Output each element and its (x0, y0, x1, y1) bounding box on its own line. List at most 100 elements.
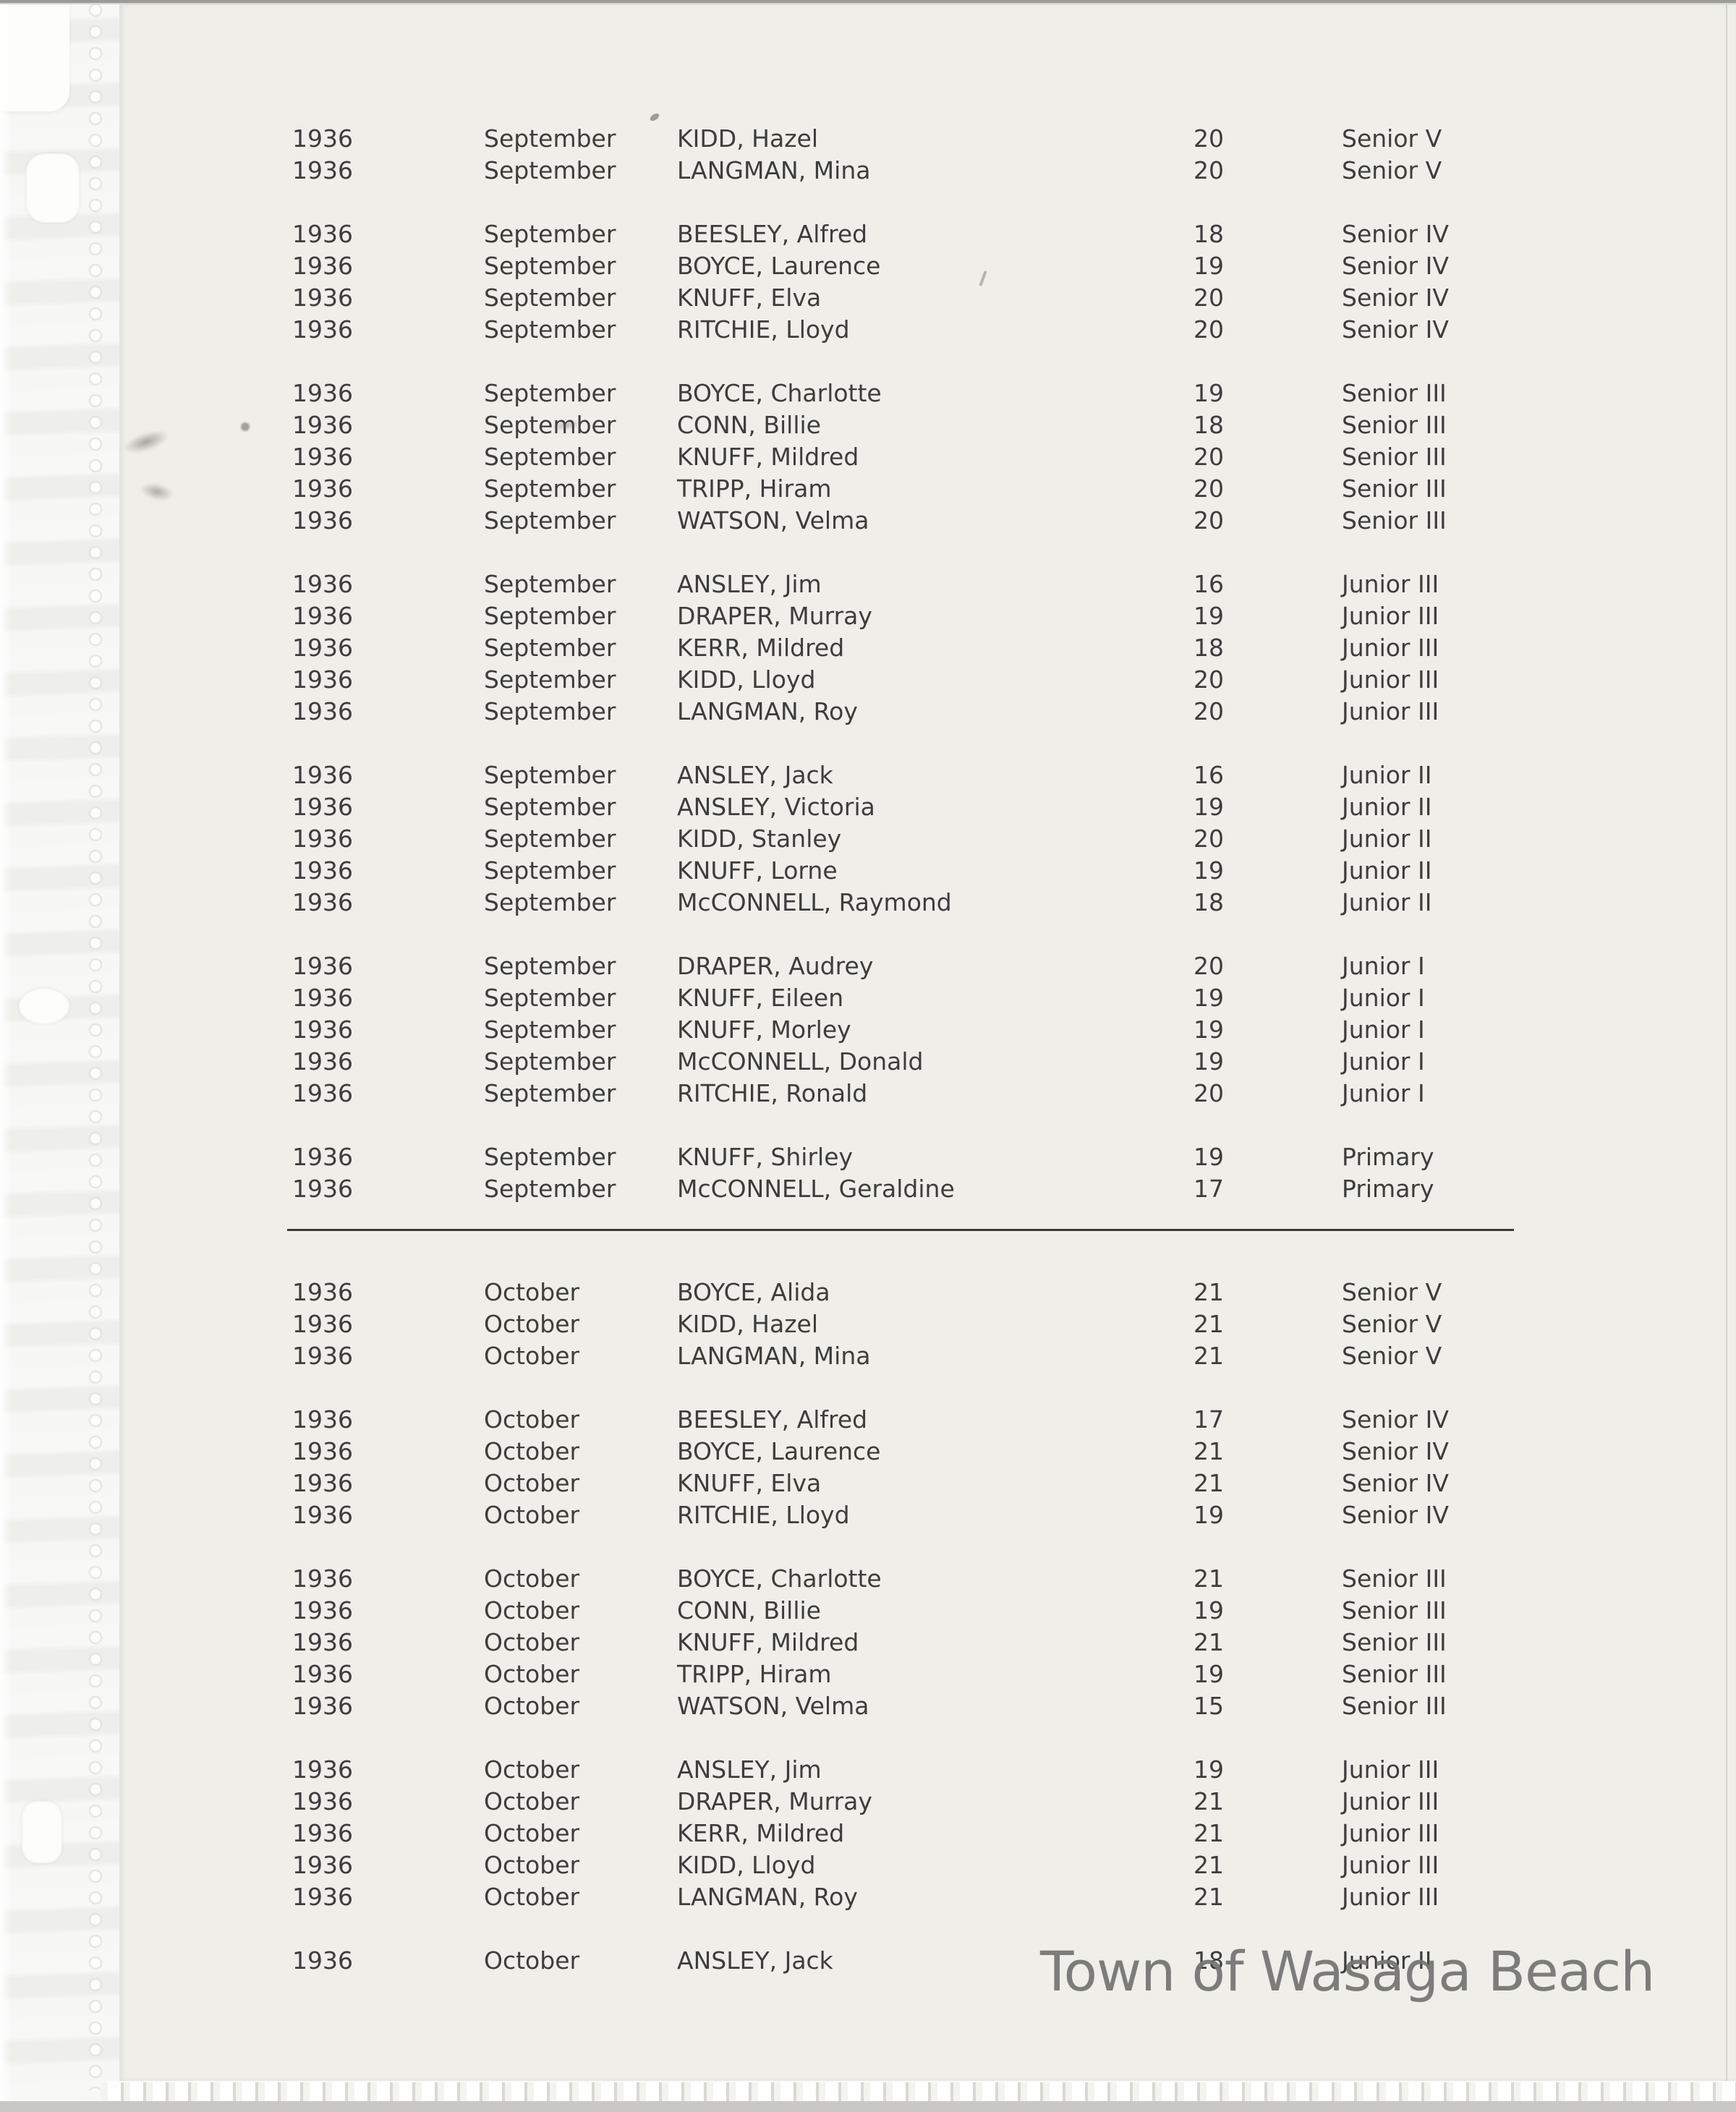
cell-year: 1936 (292, 1047, 353, 1076)
cell-month: September (484, 665, 616, 694)
cell-level: Senior IV (1342, 283, 1449, 312)
cell-level: Senior IV (1342, 1405, 1449, 1434)
cell-level: Senior III (1342, 1659, 1447, 1688)
cell-year: 1936 (292, 442, 353, 471)
cell-name: TRIPP, Hiram (677, 474, 832, 503)
cell-level: Senior IV (1342, 315, 1449, 344)
cell-month: September (484, 251, 616, 280)
sleeve-bottom-stitch (101, 2081, 1736, 2103)
cell-year: 1936 (292, 1078, 353, 1107)
cell-month: October (484, 1659, 580, 1688)
cell-month: September (484, 506, 616, 535)
cell-days: 20 (1194, 283, 1224, 312)
cell-days: 20 (1194, 124, 1224, 153)
cell-level: Junior III (1342, 1755, 1439, 1784)
table-row: 1936 September KNUFF, Mildred 20 Senior … (292, 440, 1674, 472)
cell-level: Senior III (1342, 506, 1447, 535)
cell-name: TRIPP, Hiram (677, 1659, 832, 1688)
table-row: 1936 September KERR, Mildred 18 Junior I… (292, 631, 1674, 663)
cell-name: ANSLEY, Jim (677, 1755, 822, 1784)
cell-year: 1936 (292, 601, 353, 630)
cell-days: 20 (1194, 442, 1224, 471)
cell-days: 21 (1194, 1787, 1224, 1815)
cell-month: September (484, 760, 616, 789)
cell-year: 1936 (292, 856, 353, 885)
cell-days: 18 (1194, 1946, 1224, 1975)
cell-year: 1936 (292, 283, 353, 312)
sleeve-top-edge (0, 0, 1736, 6)
cell-days: 19 (1194, 1755, 1224, 1784)
cell-level: Junior I (1342, 1078, 1425, 1107)
cell-name: BEESLEY, Alfred (677, 219, 868, 248)
cell-name: KERR, Mildred (677, 1818, 845, 1847)
cell-month: September (484, 569, 616, 598)
cell-level: Junior III (1342, 697, 1439, 725)
cell-days: 19 (1194, 378, 1224, 407)
cell-month: October (484, 1946, 580, 1975)
cell-days: 20 (1194, 665, 1224, 694)
cell-month: September (484, 474, 616, 503)
cell-year: 1936 (292, 983, 353, 1012)
table-row: 1936 September LANGMAN, Mina 20 Senior V (292, 154, 1674, 186)
cell-name: KNUFF, Mildred (677, 1627, 859, 1656)
cell-name: BOYCE, Alida (677, 1277, 830, 1306)
cell-name: LANGMAN, Mina (677, 156, 871, 184)
cell-level: Junior III (1342, 1882, 1439, 1911)
cell-name: KERR, Mildred (677, 633, 845, 662)
sleeve-stitch-seam (85, 0, 106, 2090)
cell-days: 21 (1194, 1468, 1224, 1497)
cell-level: Junior II (1342, 887, 1432, 916)
cell-month: September (484, 219, 616, 248)
cell-name: BOYCE, Charlotte (677, 1564, 882, 1593)
cell-days: 21 (1194, 1277, 1224, 1306)
table-row: 1936 September RITCHIE, Lloyd 20 Senior … (292, 313, 1674, 345)
cell-month: October (484, 1787, 580, 1815)
cell-days: 18 (1194, 410, 1224, 439)
cell-name: KNUFF, Elva (677, 283, 822, 312)
cell-level: Junior II (1342, 792, 1432, 821)
table-row: 1936 October KIDD, Lloyd 21 Junior III (292, 1849, 1674, 1881)
cell-name: ANSLEY, Jack (677, 760, 833, 789)
cell-month: September (484, 983, 616, 1012)
table-row: 1936 October KERR, Mildred 21 Junior III (292, 1817, 1674, 1849)
cell-days: 16 (1194, 760, 1224, 789)
cell-year: 1936 (292, 124, 353, 153)
cell-month: October (484, 1850, 580, 1879)
cell-month: September (484, 951, 616, 980)
table-row: 1936 September ANSLEY, Jack 16 Junior II (292, 759, 1674, 791)
table-row: 1936 September RITCHIE, Ronald 20 Junior… (292, 1077, 1674, 1109)
cell-month: September (484, 633, 616, 662)
cell-name: CONN, Billie (677, 1596, 821, 1625)
cell-level: Senior V (1342, 1277, 1442, 1306)
cell-days: 20 (1194, 474, 1224, 503)
cell-level: Junior III (1342, 1850, 1439, 1879)
cell-month: September (484, 1047, 616, 1076)
cell-year: 1936 (292, 1341, 353, 1370)
cell-days: 20 (1194, 506, 1224, 535)
cell-year: 1936 (292, 156, 353, 184)
scan-smudge (241, 422, 250, 431)
table-row: 1936 September KNUFF, Elva 20 Senior IV (292, 281, 1674, 313)
cell-name: WATSON, Velma (677, 506, 869, 535)
cell-name: BOYCE, Charlotte (677, 378, 882, 407)
cell-name: CONN, Billie (677, 410, 821, 439)
cell-level: Junior III (1342, 1787, 1439, 1815)
table-row: 1936 October RITCHIE, Lloyd 19 Senior IV (292, 1499, 1674, 1530)
cell-year: 1936 (292, 1659, 353, 1688)
cell-level: Senior V (1342, 124, 1442, 153)
binder-hole-top (26, 153, 80, 223)
cell-year: 1936 (292, 697, 353, 725)
attendance-table: 1936 September KIDD, Hazel 20 Senior V 1… (287, 122, 1674, 1976)
table-row: 1936 September ANSLEY, Victoria 19 Junio… (292, 791, 1674, 822)
cell-month: October (484, 1309, 580, 1338)
cell-days: 18 (1194, 887, 1224, 916)
cell-name: RITCHIE, Ronald (677, 1078, 868, 1107)
cell-year: 1936 (292, 792, 353, 821)
class-group: 1936 September ANSLEY, Jim 16 Junior III… (292, 568, 1674, 727)
cell-name: LANGMAN, Roy (677, 697, 858, 725)
cell-level: Senior IV (1342, 251, 1449, 280)
cell-level: Senior III (1342, 1627, 1447, 1656)
cell-month: September (484, 697, 616, 725)
table-row: 1936 October KNUFF, Mildred 21 Senior II… (292, 1626, 1674, 1658)
